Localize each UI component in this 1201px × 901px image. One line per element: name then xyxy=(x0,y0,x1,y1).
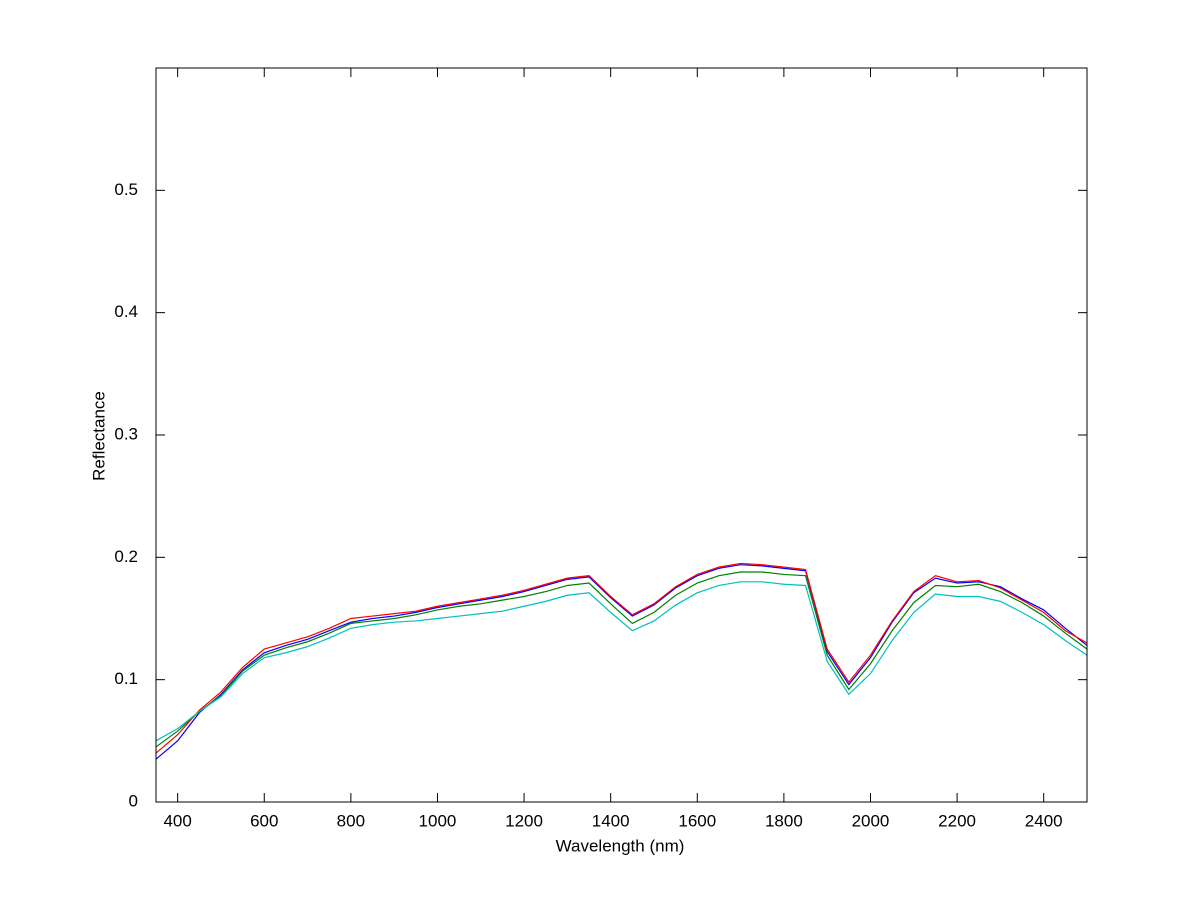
y-tick-label: 0.5 xyxy=(114,180,138,199)
y-tick-label: 0.2 xyxy=(114,547,138,566)
x-tick-label: 1000 xyxy=(419,811,457,830)
x-axis-label: Wavelength (nm) xyxy=(556,836,685,855)
series-line xyxy=(155,564,1088,760)
y-tick-label: 0 xyxy=(129,791,138,810)
series-line xyxy=(155,562,1088,754)
x-tick-label: 2400 xyxy=(1025,811,1063,830)
x-tick-label: 800 xyxy=(337,811,365,830)
x-tick-label: 1200 xyxy=(505,811,543,830)
y-tick-label: 0.4 xyxy=(114,302,138,321)
y-axis-label: Reflectance xyxy=(89,391,108,481)
series-line xyxy=(155,581,1088,742)
x-tick-label: 1800 xyxy=(765,811,803,830)
x-tick-label: 600 xyxy=(250,811,278,830)
plot-frame xyxy=(155,67,1088,803)
x-tick-label: 2200 xyxy=(938,811,976,830)
x-tick-label: 1400 xyxy=(592,811,630,830)
x-tick-label: 2000 xyxy=(852,811,890,830)
x-tick-label: 1600 xyxy=(678,811,716,830)
series-line xyxy=(155,571,1088,748)
y-tick-label: 0.1 xyxy=(114,669,138,688)
y-tick-label: 0.3 xyxy=(114,424,138,443)
x-tick-label: 400 xyxy=(163,811,191,830)
